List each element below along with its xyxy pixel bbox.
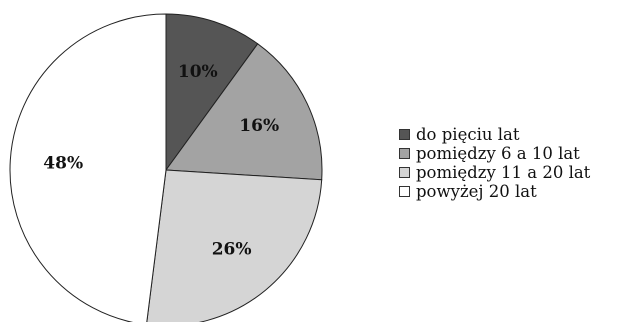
legend-swatch bbox=[399, 129, 410, 140]
legend-swatch bbox=[399, 186, 410, 197]
legend-item-do-pieciu-lat: do pięciu lat bbox=[399, 125, 590, 144]
legend-item-pomiedzy-6-a-10-lat: pomiędzy 6 a 10 lat bbox=[399, 144, 590, 163]
legend-label: pomiędzy 6 a 10 lat bbox=[416, 144, 580, 163]
legend-swatch bbox=[399, 148, 410, 159]
pie-value-label: 10% bbox=[178, 62, 218, 82]
legend-label: powyżej 20 lat bbox=[416, 182, 537, 201]
pie-value-label: 26% bbox=[212, 239, 252, 259]
pie-value-label: 48% bbox=[43, 154, 83, 174]
pie-value-label: 16% bbox=[239, 116, 279, 136]
pie-slice-do-pieciu-lat bbox=[165, 13, 259, 172]
legend-swatch bbox=[399, 167, 410, 178]
pie-slices bbox=[9, 13, 323, 322]
pie-slice-pomiedzy-11-a-20-lat bbox=[146, 169, 323, 322]
chart-legend: do pięciu lat pomiędzy 6 a 10 lat pomiędzy… bbox=[399, 125, 590, 201]
legend-item-pomiedzy-11-a-20-lat: pomiędzy 11 a 20 lat bbox=[399, 163, 590, 182]
legend-label: pomiędzy 11 a 20 lat bbox=[416, 163, 591, 182]
legend-label: do pięciu lat bbox=[416, 125, 520, 144]
pie-slice-pomiedzy-6-a-10-lat bbox=[165, 43, 323, 181]
legend-item-powyzej-20-lat: powyżej 20 lat bbox=[399, 182, 590, 201]
pie-slice-powyzej-20-lat bbox=[9, 13, 167, 322]
pie-value-labels: 10% 16% 26% 48% bbox=[43, 62, 279, 259]
